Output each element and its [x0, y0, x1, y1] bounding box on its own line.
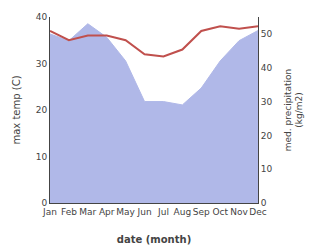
svg-text:Dec: Dec [249, 207, 266, 217]
svg-text:30: 30 [36, 59, 48, 69]
svg-text:max temp (C): max temp (C) [11, 75, 22, 144]
svg-text:30: 30 [261, 97, 273, 107]
svg-text:Jan: Jan [42, 207, 57, 217]
svg-text:Apr: Apr [99, 207, 115, 217]
svg-text:Oct: Oct [212, 207, 228, 217]
svg-text:20: 20 [36, 105, 48, 115]
svg-text:Jun: Jun [137, 207, 152, 217]
svg-text:date (month): date (month) [117, 234, 191, 245]
svg-text:20: 20 [261, 131, 273, 141]
svg-text:10: 10 [36, 152, 48, 162]
svg-text:0: 0 [261, 198, 267, 208]
svg-text:40: 40 [261, 63, 273, 73]
svg-text:Aug: Aug [174, 207, 192, 217]
svg-text:May: May [116, 207, 135, 217]
svg-text:Mar: Mar [79, 207, 96, 217]
svg-text:40: 40 [36, 12, 48, 22]
svg-text:Feb: Feb [61, 207, 77, 217]
svg-text:Nov: Nov [230, 207, 248, 217]
svg-text:Sep: Sep [193, 207, 210, 217]
svg-text:0: 0 [41, 198, 47, 208]
svg-text:med. precipitation(kg/m2): med. precipitation(kg/m2) [283, 69, 305, 151]
svg-text:10: 10 [261, 164, 273, 174]
svg-text:50: 50 [261, 29, 273, 39]
svg-text:Jul: Jul [157, 207, 169, 217]
